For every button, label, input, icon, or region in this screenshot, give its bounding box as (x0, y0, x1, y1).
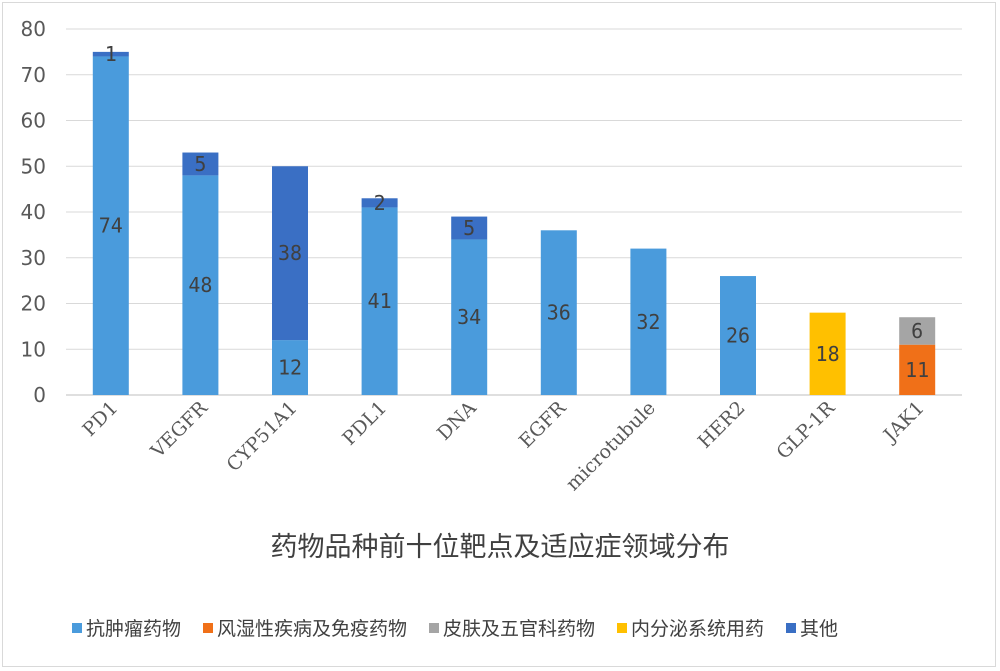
x-tick-label: GLP-1R (772, 396, 839, 463)
legend: 抗肿瘤药物 风湿性疾病及免疫药物 皮肤及五官科药物 内分泌系统用药 其他 (72, 618, 838, 640)
bar-segment (809, 312, 846, 395)
y-tick-label: 50 (21, 154, 46, 178)
data-label: 48 (188, 273, 212, 297)
chart-title: 药物品种前十位靶点及适应症领域分布 (271, 532, 730, 563)
x-tick-label: JAK1 (878, 397, 929, 448)
bars (92, 51, 936, 395)
data-label: 32 (636, 310, 660, 334)
y-tick-label: 60 (21, 109, 46, 133)
x-tick-label: microtubule (562, 397, 660, 495)
data-label: 74 (99, 214, 123, 238)
x-tick-label: DNA (433, 397, 481, 445)
x-tick-label: PDL1 (338, 397, 391, 450)
bar-segment (182, 152, 219, 176)
legend-swatch (203, 623, 213, 633)
data-label: 6 (911, 319, 923, 343)
bar-segment (272, 340, 308, 395)
x-tick-label: EGFR (515, 396, 571, 452)
bar-segment (361, 207, 398, 395)
data-label: 18 (816, 342, 840, 366)
y-tick-label: 40 (21, 200, 46, 224)
legend-swatch (72, 623, 82, 633)
legend-label: 皮肤及五官科药物 (443, 618, 595, 640)
legend-swatch (429, 623, 439, 633)
bar-segment (272, 166, 308, 341)
data-label: 1 (105, 42, 117, 66)
data-label: 36 (547, 301, 571, 325)
y-tick-label: 70 (21, 63, 46, 87)
data-label: 26 (726, 324, 750, 348)
data-labels: 74 1 48 5 12 38 41 2 34 5 36 32 26 18 11 6 (99, 42, 929, 382)
legend-swatch (786, 623, 796, 633)
x-tick-label: HER2 (694, 397, 750, 453)
legend-label: 抗肿瘤药物 (86, 618, 181, 640)
data-label: 5 (194, 152, 206, 176)
y-tick-label: 10 (21, 337, 46, 361)
data-label: 11 (905, 358, 929, 382)
bar-segment (451, 216, 488, 240)
legend-swatch (617, 623, 627, 633)
data-label: 12 (278, 356, 302, 380)
data-label: 41 (368, 289, 392, 313)
x-tick-label: PD1 (78, 397, 122, 441)
legend-label: 内分泌系统用药 (631, 618, 764, 640)
y-tick-label: 0 (33, 383, 46, 407)
bar-segment (182, 175, 219, 395)
bar-segment (92, 56, 129, 395)
bar-segment (899, 317, 936, 345)
bar-segment (361, 198, 398, 208)
y-axis: 0 10 20 30 40 50 60 70 80 (21, 17, 46, 407)
bar-segment (540, 230, 577, 395)
legend-label: 风湿性疾病及免疫药物 (217, 618, 407, 640)
data-label: 2 (374, 191, 386, 215)
y-tick-label: 30 (21, 246, 46, 270)
x-tick-label: CYP51A1 (222, 397, 301, 476)
data-label: 34 (457, 305, 481, 329)
data-label: 38 (278, 241, 302, 265)
data-label: 5 (463, 216, 475, 240)
y-tick-label: 20 (21, 292, 46, 316)
bar-segment (630, 248, 667, 395)
y-tick-label: 80 (21, 17, 46, 41)
bar-segment (899, 344, 936, 395)
legend-label: 其他 (800, 618, 838, 640)
x-tick-label: VEGFR (146, 396, 212, 462)
bar-segment (92, 51, 129, 57)
bar-segment (720, 276, 756, 395)
bar-segment (451, 239, 488, 395)
